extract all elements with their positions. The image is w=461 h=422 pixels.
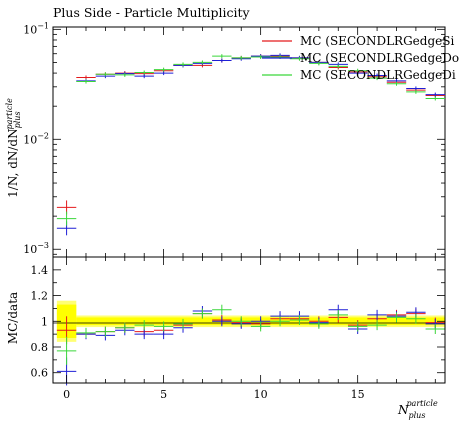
main-y-tick-exponent: −1 xyxy=(37,21,49,30)
x-tick-label: 5 xyxy=(160,388,167,401)
legend-label: MC (SECONDLRGedgeSi xyxy=(300,34,454,48)
main-y-axis-label-sup: particle xyxy=(5,98,14,130)
x-tick-label: 15 xyxy=(351,388,365,401)
main-y-tick-label: 10−3 xyxy=(23,241,49,256)
ratio-y-tick-label: 1 xyxy=(41,315,48,328)
main-y-ticks: 10−310−210−1 xyxy=(23,21,445,256)
x-tick-label: 0 xyxy=(63,388,70,401)
ratio-series-group xyxy=(56,304,445,386)
main-y-tick-base: 10 xyxy=(23,23,37,36)
main-y-tick-base: 10 xyxy=(23,243,37,256)
main-y-tick-base: 10 xyxy=(23,133,37,146)
x-axis-label: Nplus particle xyxy=(397,399,438,420)
main-y-axis-label: 1/N, dN/dNplusparticle xyxy=(5,98,22,198)
ratio-y-tick-label: 1.4 xyxy=(31,264,49,277)
ratio-y-tick-label: 0.8 xyxy=(31,341,49,354)
x-axis-ticks: 0 5 10 15 xyxy=(63,27,436,401)
legend-label: MC (SECONDLRGedgeDi xyxy=(300,68,456,82)
ratio-plot-panel: 0.60.811.21.4 0 5 10 15 MC/data Npluspartic… xyxy=(6,27,446,420)
legend: MC (SECONDLRGedgeSi MC (SECONDLRGedgeDo MC… xyxy=(262,34,459,82)
main-y-tick-label: 10−2 xyxy=(23,131,49,146)
main-y-tick-exponent: −2 xyxy=(37,131,49,140)
main-y-axis-label-sub: plus xyxy=(13,111,22,128)
main-y-tick-label: 10−1 xyxy=(23,21,49,36)
ratio-y-ticks: 0.6 0.8 1 1.2 1.4 xyxy=(31,264,445,380)
x-axis-label-sup: particle xyxy=(406,399,438,408)
ratio-y-tick-label: 0.6 xyxy=(31,367,49,380)
main-series-3 xyxy=(56,54,445,226)
x-tick-label: 10 xyxy=(254,388,268,401)
main-y-axis-label-main: 1/N, dN/dN xyxy=(6,128,20,197)
chart-title: Plus Side - Particle Multiplicity xyxy=(53,5,251,20)
x-axis-label-main: N xyxy=(397,403,409,417)
main-series-group xyxy=(56,53,445,236)
ratio-plot-frame xyxy=(52,256,446,384)
ratio-series-3 xyxy=(56,304,445,365)
ratio-y-axis-label: MC/data xyxy=(6,292,20,344)
legend-label: MC (SECONDLRGedgeDo xyxy=(300,51,459,65)
x-axis-label-sub: plus xyxy=(409,411,426,420)
ratio-y-tick-label: 1.2 xyxy=(31,290,49,303)
main-y-tick-exponent: −3 xyxy=(37,241,49,250)
